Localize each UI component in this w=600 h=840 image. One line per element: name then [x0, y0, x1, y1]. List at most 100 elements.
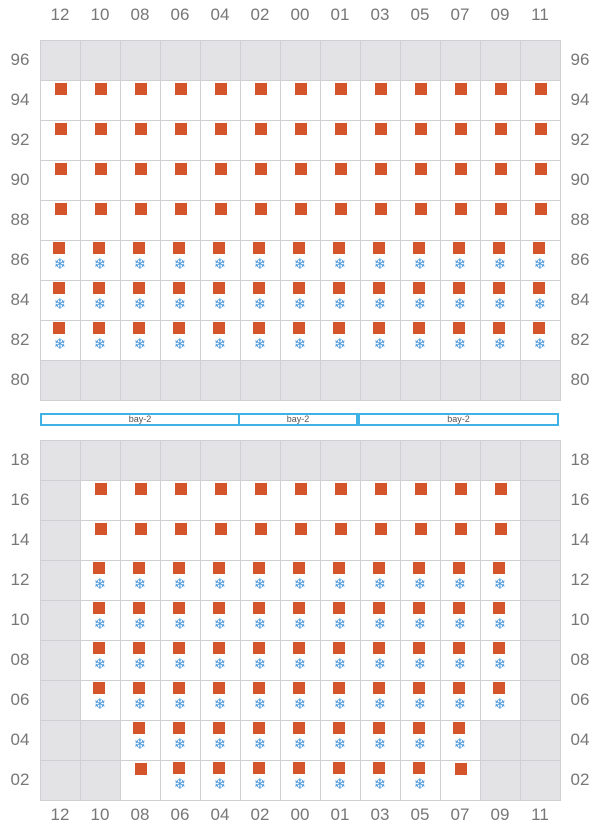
tier-label-right: 04	[570, 730, 590, 749]
snowflake-icon: ❄	[93, 295, 107, 313]
tier-label-right: 84	[570, 290, 590, 309]
snowflake-icon: ❄	[213, 255, 227, 273]
container-marker	[455, 123, 467, 135]
container-marker	[135, 763, 147, 775]
container-marker	[133, 602, 145, 614]
snowflake-icon: ❄	[293, 295, 307, 313]
container-marker	[173, 722, 185, 734]
tier-label-right: 18	[570, 450, 590, 469]
container-marker	[293, 282, 305, 294]
column-label-bottom: 00	[290, 805, 310, 824]
container-marker	[215, 523, 227, 535]
empty-cell	[80, 360, 121, 401]
container-marker	[173, 682, 185, 694]
tier-label-left: 16	[10, 490, 30, 509]
empty-cell	[520, 760, 561, 801]
bay-label[interactable]: bay-2	[238, 413, 358, 426]
container-marker	[93, 282, 105, 294]
container-marker	[173, 282, 185, 294]
snowflake-icon: ❄	[213, 575, 227, 593]
bay-label[interactable]: bay-2	[40, 413, 240, 426]
container-marker	[493, 282, 505, 294]
container-marker	[95, 123, 107, 135]
slot-cell[interactable]	[80, 680, 121, 721]
empty-cell	[40, 680, 81, 721]
empty-cell	[240, 40, 281, 81]
tier-label-right: 10	[570, 610, 590, 629]
container-marker	[95, 163, 107, 175]
container-marker	[335, 483, 347, 495]
empty-cell	[480, 40, 521, 81]
container-marker	[453, 722, 465, 734]
container-marker	[495, 483, 507, 495]
tier-label-left: 90	[10, 170, 30, 189]
snowflake-icon: ❄	[333, 735, 347, 753]
snowflake-icon: ❄	[173, 655, 187, 673]
slot-cell[interactable]	[320, 200, 361, 241]
empty-cell	[480, 440, 521, 481]
empty-cell	[520, 440, 561, 481]
snowflake-icon: ❄	[133, 255, 147, 273]
snowflake-icon: ❄	[373, 615, 387, 633]
container-marker	[175, 123, 187, 135]
column-label-bottom: 02	[250, 805, 270, 824]
snowflake-icon: ❄	[133, 575, 147, 593]
snowflake-icon: ❄	[253, 655, 267, 673]
container-marker	[173, 322, 185, 334]
container-marker	[253, 722, 265, 734]
column-label-bottom: 11	[531, 805, 549, 824]
snowflake-icon: ❄	[493, 575, 507, 593]
empty-cell	[160, 440, 201, 481]
slot-cell[interactable]	[360, 80, 401, 121]
empty-cell	[240, 360, 281, 401]
container-marker	[253, 322, 265, 334]
empty-cell	[40, 520, 81, 561]
container-marker	[253, 562, 265, 574]
container-marker	[135, 523, 147, 535]
container-marker	[495, 523, 507, 535]
slot-cell[interactable]	[160, 120, 201, 161]
container-marker	[453, 682, 465, 694]
container-marker	[333, 762, 345, 774]
container-marker	[213, 642, 225, 654]
container-marker	[173, 642, 185, 654]
snowflake-icon: ❄	[533, 335, 547, 353]
snowflake-icon: ❄	[173, 775, 187, 793]
slot-cell[interactable]	[120, 520, 161, 561]
container-marker	[495, 203, 507, 215]
column-label-top: 12	[50, 5, 70, 24]
container-marker	[293, 642, 305, 654]
container-marker	[135, 123, 147, 135]
snowflake-icon: ❄	[333, 295, 347, 313]
container-marker	[455, 163, 467, 175]
snowflake-icon: ❄	[253, 695, 267, 713]
container-marker	[53, 282, 65, 294]
column-label-top: 04	[210, 5, 230, 24]
container-marker	[133, 282, 145, 294]
snowflake-icon: ❄	[253, 255, 267, 273]
container-marker	[255, 163, 267, 175]
bay-label[interactable]: bay-2	[358, 413, 559, 426]
tier-label-left: 04	[10, 730, 30, 749]
slot-cell[interactable]	[320, 760, 361, 801]
column-label-bottom: 03	[370, 805, 390, 824]
container-marker	[133, 562, 145, 574]
container-marker	[135, 483, 147, 495]
tier-label-right: 96	[570, 50, 590, 69]
column-label-bottom: 10	[90, 805, 110, 824]
empty-cell	[200, 40, 241, 81]
snowflake-icon: ❄	[53, 255, 67, 273]
container-marker	[293, 242, 305, 254]
snowflake-icon: ❄	[373, 335, 387, 353]
snowflake-icon: ❄	[413, 575, 427, 593]
snowflake-icon: ❄	[133, 615, 147, 633]
container-marker	[335, 123, 347, 135]
container-marker	[375, 163, 387, 175]
slot-cell[interactable]	[520, 80, 561, 121]
tier-label-left: 08	[10, 650, 30, 669]
tier-label-left: 92	[10, 130, 30, 149]
empty-cell	[120, 40, 161, 81]
empty-cell	[80, 440, 121, 481]
empty-cell	[80, 760, 121, 801]
